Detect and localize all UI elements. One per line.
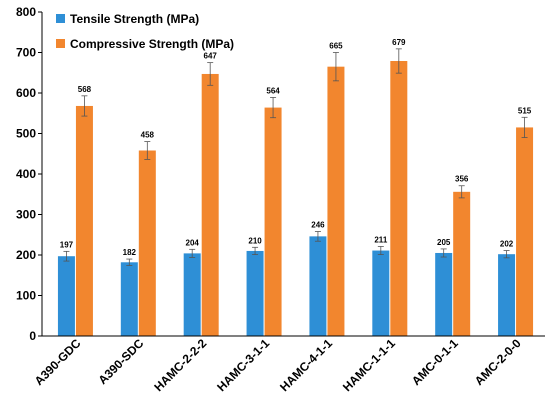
compressive-data-label: 356 — [455, 175, 469, 184]
legend: Tensile Strength (MPa) Compressive Streng… — [56, 12, 234, 51]
x-category-label: HAMC-4-1-1 — [277, 336, 335, 394]
y-tick-label: 100 — [16, 289, 36, 303]
y-axis: 0 100 200 300 400 500 600 700 800 — [16, 5, 43, 343]
x-category-label: HAMC-2-2-2 — [151, 336, 209, 394]
compressive-bar — [327, 66, 345, 337]
x-category-label: A390-GDC — [32, 336, 84, 388]
compressive-data-label: 564 — [266, 86, 280, 95]
x-category-label: HAMC-3-1-1 — [214, 336, 272, 394]
data-labels: 197 568 182 458 204 647 210 564 246 665 211 679 205 3… — [60, 38, 532, 257]
tensile-bar — [435, 252, 453, 336]
compressive-data-label: 647 — [204, 52, 218, 61]
y-tick-label: 300 — [16, 208, 36, 222]
legend-swatch-compressive — [56, 39, 65, 48]
x-category-label: AMC-0-1-1 — [409, 336, 461, 388]
y-tick-label: 0 — [29, 329, 36, 343]
tensile-data-label: 204 — [186, 238, 200, 247]
compressive-bar — [201, 73, 219, 336]
x-axis: A390-GDC A390-SDC HAMC-2-2-2 HAMC-3-1-1 HAMC… — [32, 335, 545, 394]
compressive-data-label: 568 — [78, 85, 92, 94]
compressive-data-label: 665 — [329, 42, 343, 51]
tensile-data-label: 246 — [311, 221, 325, 230]
y-tick-label: 800 — [16, 5, 36, 19]
y-tick-label: 600 — [16, 86, 36, 100]
tensile-data-label: 202 — [500, 240, 514, 249]
y-tick-label: 200 — [16, 248, 36, 262]
tensile-bar — [372, 250, 390, 336]
compressive-data-label: 679 — [392, 38, 406, 47]
tensile-bar — [183, 253, 201, 336]
tensile-data-label: 210 — [248, 236, 262, 245]
tensile-data-label: 182 — [123, 248, 137, 257]
tensile-bar — [57, 256, 75, 336]
compressive-bar — [516, 127, 534, 336]
compressive-bar — [453, 191, 471, 336]
compressive-bar — [138, 150, 156, 336]
bars — [57, 61, 534, 337]
tensile-bar — [498, 254, 516, 336]
compressive-data-label: 458 — [141, 131, 155, 140]
y-tick-label: 400 — [16, 167, 36, 181]
compressive-bar — [264, 107, 282, 336]
x-category-label: A390-SDC — [96, 336, 147, 387]
compressive-bar — [390, 61, 408, 336]
x-category-label: AMC-2-0-0 — [472, 336, 524, 388]
tensile-bar — [246, 250, 264, 336]
legend-swatch-tensile — [56, 14, 65, 23]
tensile-bar — [120, 262, 138, 336]
legend-label-tensile: Tensile Strength (MPa) — [70, 12, 199, 26]
tensile-bar — [309, 236, 327, 336]
error-bars — [63, 48, 528, 266]
x-category-label: HAMC-1-1-1 — [340, 336, 398, 394]
legend-label-compressive: Compressive Strength (MPa) — [70, 37, 234, 51]
compressive-data-label: 515 — [518, 106, 532, 115]
y-tick-label: 700 — [16, 46, 36, 60]
y-tick-label: 500 — [16, 127, 36, 141]
tensile-data-label: 197 — [60, 240, 74, 249]
tensile-data-label: 211 — [374, 235, 387, 244]
tensile-data-label: 205 — [437, 238, 451, 247]
compressive-bar — [75, 105, 93, 337]
